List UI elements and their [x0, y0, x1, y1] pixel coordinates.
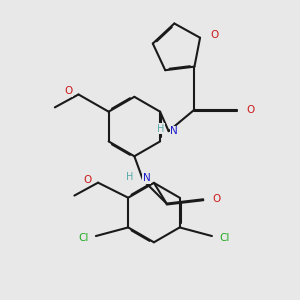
Text: O: O — [84, 175, 92, 184]
Text: O: O — [64, 86, 72, 96]
Text: H: H — [157, 124, 165, 134]
Text: O: O — [213, 194, 221, 204]
Text: N: N — [143, 173, 151, 183]
Text: Cl: Cl — [79, 232, 89, 243]
Text: H: H — [126, 172, 134, 182]
Text: O: O — [247, 105, 255, 115]
Text: Cl: Cl — [219, 232, 229, 243]
Text: O: O — [210, 30, 218, 40]
Text: N: N — [170, 126, 178, 136]
